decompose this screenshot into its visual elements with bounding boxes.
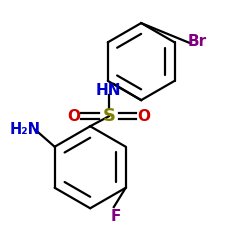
Text: O: O (68, 109, 80, 124)
Text: H₂N: H₂N (10, 122, 41, 138)
Text: F: F (111, 210, 122, 224)
Text: S: S (102, 107, 115, 125)
Text: Br: Br (188, 34, 207, 49)
Text: O: O (137, 109, 150, 124)
Text: HN: HN (96, 83, 122, 98)
